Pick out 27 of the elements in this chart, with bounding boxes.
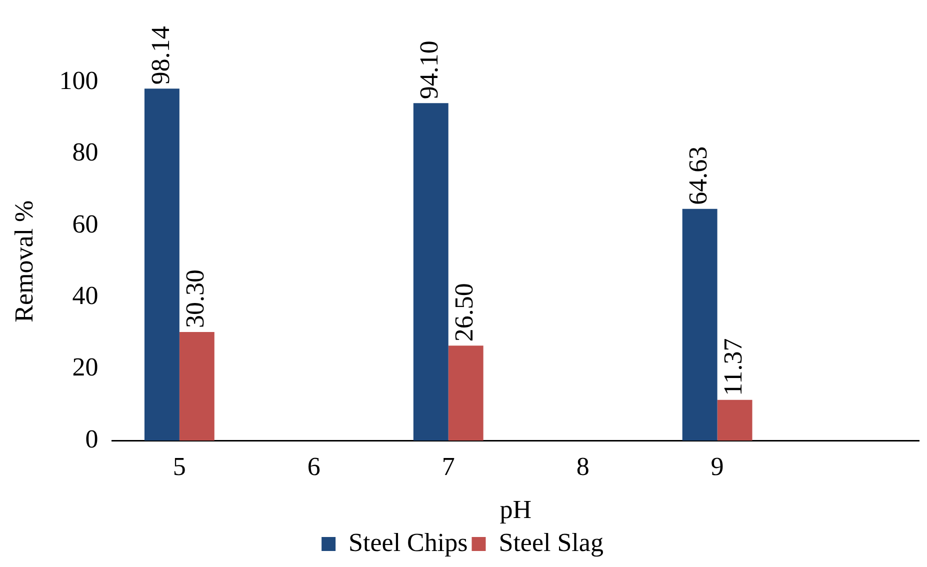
x-tick-label: 7 [442, 452, 455, 482]
text: 64.63 [684, 146, 713, 205]
text: 26.50 [450, 283, 479, 342]
bar [717, 400, 752, 441]
legend-label: Steel Slag [498, 528, 604, 557]
y-axis-title: Removal % [9, 200, 38, 322]
bar [179, 332, 214, 441]
x-tick-label: 6 [307, 452, 320, 482]
legend-label: Steel Chips [348, 528, 468, 557]
x-tick-label: 8 [576, 452, 590, 482]
bar [448, 346, 484, 441]
bar [682, 208, 718, 441]
bar [144, 88, 180, 441]
text: 30.30 [180, 269, 210, 328]
bar [413, 103, 448, 441]
y-tick-label: 80 [72, 138, 98, 167]
y-tick-label: 100 [59, 66, 98, 95]
x-tick-label: 9 [710, 452, 724, 482]
y-tick-label: 40 [72, 280, 98, 310]
text: 11.37 [718, 338, 748, 396]
y-tick-label: 20 [72, 352, 98, 382]
y-tick-label: 0 [85, 424, 98, 454]
y-tick-label: 60 [72, 209, 98, 238]
x-tick-label: 5 [172, 452, 186, 482]
text: 94.10 [414, 40, 444, 100]
x-axis-title: pH [500, 495, 532, 524]
text: 98.14 [146, 26, 175, 85]
